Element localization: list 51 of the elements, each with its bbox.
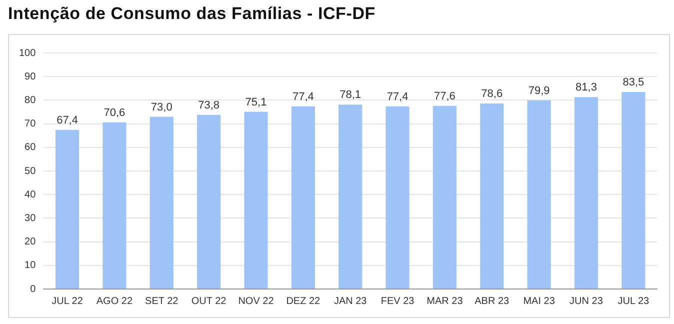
data-label: 73,0 bbox=[150, 101, 172, 114]
data-label: 77,6 bbox=[434, 90, 456, 102]
x-tick-label: DEZ 22 bbox=[286, 296, 321, 307]
bar bbox=[338, 104, 362, 288]
data-label: 73,8 bbox=[198, 99, 220, 112]
bar bbox=[480, 104, 504, 288]
y-tick-label: 30 bbox=[24, 212, 36, 224]
data-label: 79,9 bbox=[528, 84, 550, 97]
y-tick-label: 100 bbox=[18, 48, 36, 59]
data-label: 78,1 bbox=[340, 89, 362, 102]
y-tick-label: 0 bbox=[30, 284, 36, 295]
data-label: 70,6 bbox=[104, 106, 126, 119]
x-tick-label: MAR 23 bbox=[426, 296, 464, 307]
y-tick-label: 10 bbox=[24, 260, 36, 272]
bar bbox=[197, 114, 221, 288]
bar bbox=[150, 116, 174, 288]
data-label: 77,4 bbox=[292, 90, 314, 103]
x-tick-label: JUL 23 bbox=[618, 296, 650, 307]
y-tick-label: 70 bbox=[24, 118, 36, 130]
x-tick-label: NOV 22 bbox=[238, 296, 274, 307]
y-tick-label: 40 bbox=[24, 189, 36, 200]
x-tick-label: MAI 23 bbox=[523, 296, 556, 307]
y-tick-label: 60 bbox=[24, 142, 36, 154]
bar bbox=[527, 100, 551, 288]
data-label: 75,1 bbox=[245, 96, 267, 108]
y-tick-label: 90 bbox=[24, 71, 36, 82]
bar bbox=[574, 97, 598, 288]
x-tick-label: ABR 23 bbox=[474, 296, 510, 307]
bar bbox=[244, 112, 268, 288]
y-tick-label: 20 bbox=[24, 236, 36, 248]
y-tick-label: 50 bbox=[24, 166, 36, 177]
data-label: 83,5 bbox=[622, 76, 644, 88]
x-tick-label: JUL 22 bbox=[52, 296, 84, 307]
y-tick-label: 80 bbox=[24, 94, 36, 106]
x-tick-label: AGO 22 bbox=[96, 296, 133, 307]
x-tick-label: JUN 23 bbox=[570, 296, 604, 307]
data-label: 78,6 bbox=[481, 88, 503, 100]
data-label: 67,4 bbox=[56, 114, 78, 126]
bar bbox=[386, 106, 410, 288]
x-tick-label: SET 22 bbox=[145, 296, 179, 307]
bar bbox=[622, 92, 646, 288]
bar bbox=[55, 130, 80, 288]
bar bbox=[291, 106, 315, 288]
data-label: 81,3 bbox=[576, 82, 597, 94]
x-tick-label: JAN 23 bbox=[334, 296, 368, 307]
bar bbox=[102, 122, 126, 288]
x-tick-label: FEV 23 bbox=[380, 296, 415, 307]
data-label: 77,4 bbox=[386, 90, 408, 103]
x-tick-label: OUT 22 bbox=[191, 296, 227, 307]
bar bbox=[432, 106, 456, 288]
chart-title: Intenção de Consumo das Famílias - ICF-DF bbox=[8, 4, 376, 24]
